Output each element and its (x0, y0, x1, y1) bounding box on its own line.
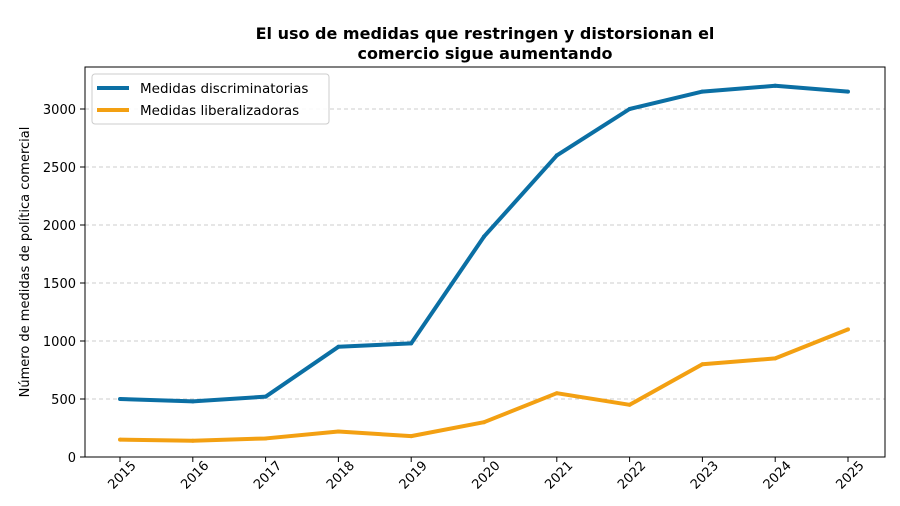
y-tick-label: 1000 (43, 335, 76, 350)
x-tick-label: 2015 (106, 459, 140, 493)
y-tick-label: 1500 (43, 277, 76, 292)
data-point (554, 153, 559, 158)
legend-label-liberalizadoras: Medidas liberalizadoras (140, 103, 299, 119)
legend: Medidas discriminatorias Medidas liberal… (91, 73, 330, 125)
chart-title-line-1: El uso de medidas que restringen y disto… (256, 24, 715, 43)
data-point (773, 83, 778, 88)
data-point (700, 362, 705, 367)
x-tick-label: 2016 (178, 459, 212, 493)
y-axis-label: Número de medidas de política comercial (18, 127, 33, 398)
x-tick-label: 2019 (397, 459, 431, 493)
data-point (627, 402, 632, 407)
data-point (336, 429, 341, 434)
data-point (627, 107, 632, 111)
x-tick-label: 2024 (761, 459, 795, 493)
data-point (846, 327, 850, 332)
x-tick-label: 2017 (251, 459, 285, 493)
y-tick-label: 0 (68, 451, 76, 466)
x-tick-label: 2023 (688, 459, 722, 493)
plot-frame (84, 66, 886, 458)
x-tick-label: 2021 (542, 459, 576, 493)
series-line-0 (119, 83, 849, 404)
data-point (190, 399, 195, 404)
x-tick-label: 2025 (834, 459, 868, 493)
data-point (846, 89, 850, 94)
data-point (482, 420, 486, 425)
data-point (263, 436, 268, 441)
data-point (118, 437, 122, 442)
data-point (263, 394, 268, 399)
data-point (336, 344, 341, 349)
data-point (409, 434, 414, 439)
data-point (118, 397, 122, 401)
data-point (773, 356, 778, 361)
y-tick-label: 2000 (43, 219, 76, 234)
data-point (409, 341, 414, 346)
y-tick-label: 2500 (43, 161, 76, 176)
data-point (190, 438, 195, 443)
chart-title-line-2: comercio sigue aumentando (357, 44, 612, 63)
x-tick-label: 2018 (324, 459, 358, 493)
legend-label-discriminatorias: Medidas discriminatorias (140, 81, 308, 97)
x-tick-label: 2022 (615, 459, 649, 493)
data-point (554, 391, 559, 396)
y-tick-label: 3000 (43, 103, 76, 118)
y-tick-label: 500 (51, 393, 76, 408)
data-point (482, 234, 486, 239)
data-point (700, 89, 705, 94)
x-tick-label: 2020 (470, 459, 504, 493)
